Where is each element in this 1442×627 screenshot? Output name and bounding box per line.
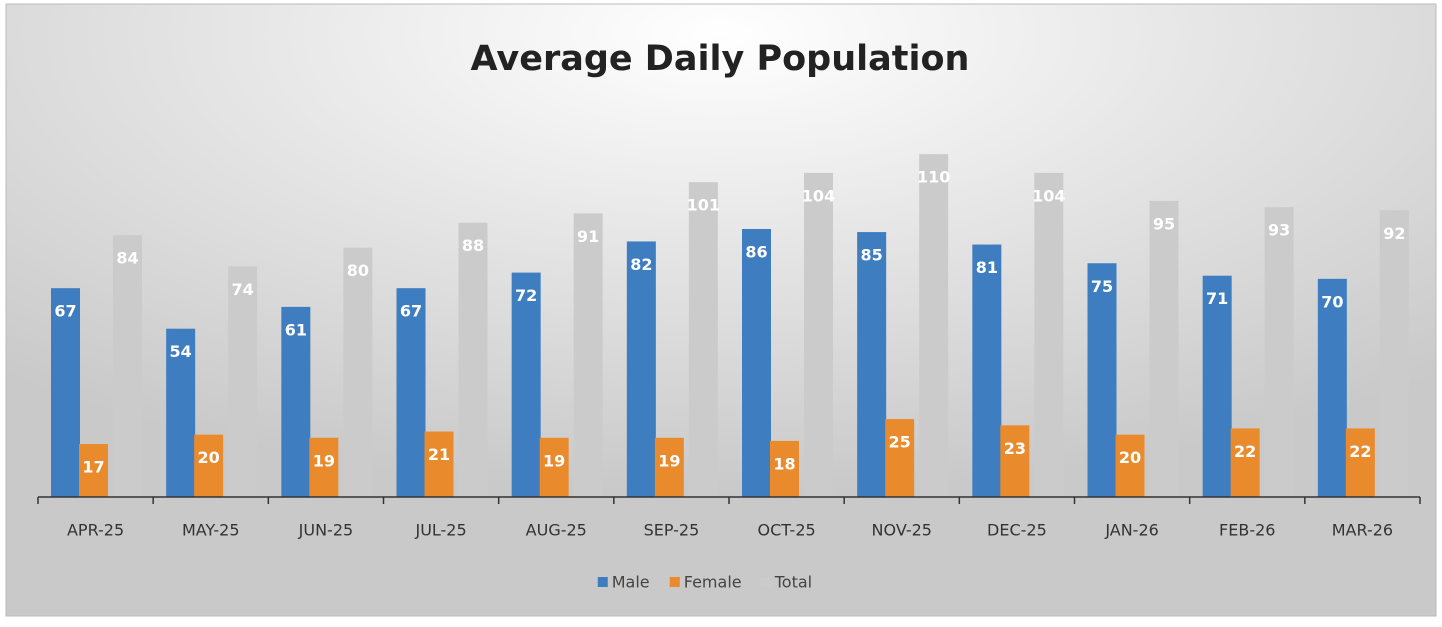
bar [1230,428,1260,497]
data-label: 101 [687,196,720,215]
data-label: 84 [116,249,138,268]
data-label: 17 [82,458,104,477]
bar [458,222,488,497]
bar [857,232,887,498]
x-tick-label: JUL-25 [414,521,466,540]
x-tick-label: NOV-25 [872,521,932,540]
x-tick-label: AUG-25 [526,521,587,540]
data-label: 20 [1119,448,1141,467]
data-label: 86 [745,242,767,261]
data-label: 67 [54,302,76,321]
data-label: 67 [400,302,422,321]
bar [573,213,603,497]
bar [1317,278,1347,497]
chart-title: Average Daily Population [471,39,970,79]
data-label: 88 [462,236,484,255]
bar [396,288,426,497]
data-label: 74 [232,280,254,299]
bar [1379,210,1409,497]
data-label: 75 [1091,277,1113,296]
bar [1000,425,1030,497]
legend-label: Male [612,573,650,592]
x-tick-label: DEC-25 [987,521,1047,540]
bar [281,306,311,497]
bar [424,431,454,497]
data-label: 85 [861,246,883,265]
data-label: 92 [1383,224,1405,243]
data-label: 22 [1234,442,1256,461]
x-tick-label: MAR-26 [1332,521,1393,540]
bar [1149,200,1179,497]
x-tick-label: MAY-25 [182,521,240,540]
legend-swatch [597,577,608,587]
data-label: 23 [1004,439,1026,458]
data-label: 18 [773,454,795,473]
data-label: 71 [1206,289,1228,308]
bar [511,272,541,497]
legend-label: Total [774,573,812,592]
x-tick-label: FEB-26 [1219,521,1275,540]
data-label: 25 [889,433,911,452]
data-label: 61 [285,320,307,339]
bar [1034,172,1064,497]
bar [688,182,718,497]
bar [113,235,142,497]
bar [972,244,1002,497]
x-tick-label: SEP-25 [644,521,700,540]
bar [626,241,656,497]
data-label: 20 [198,448,220,467]
legend-swatch [669,577,680,587]
bar [343,247,373,497]
data-label: 82 [630,255,652,274]
data-label: 95 [1153,214,1175,233]
data-label: 70 [1321,292,1343,311]
bar [228,266,258,497]
bar [79,444,108,497]
bar [654,437,684,497]
bar [1264,207,1294,497]
bar [1345,428,1375,497]
data-label: 110 [917,168,950,187]
bar [51,288,80,497]
bar [1115,434,1145,497]
data-label: 80 [347,261,369,280]
data-label: 104 [1032,186,1065,205]
data-label: 72 [515,286,537,305]
data-label: 22 [1349,442,1371,461]
bar [194,434,224,497]
bar [919,154,949,497]
bar [1087,263,1117,497]
data-label: 104 [802,186,835,205]
bar [539,437,569,497]
x-tick-label: OCT-25 [757,521,815,540]
data-label: 19 [543,451,565,470]
data-label: 19 [313,451,335,470]
x-tick-label: JUN-25 [298,521,354,540]
data-label: 91 [577,227,599,246]
bar [770,440,799,497]
bar [885,419,915,497]
data-label: 19 [658,451,680,470]
legend-swatch [760,577,771,587]
data-label: 81 [976,258,998,277]
bar [166,328,196,497]
x-tick-label: APR-25 [67,521,124,540]
data-label: 21 [428,445,450,464]
bar [309,437,339,497]
x-tick-label: JAN-26 [1104,521,1158,540]
legend-label: Female [684,573,742,592]
bar [1202,275,1232,497]
data-label: 54 [170,342,192,361]
bar [742,228,771,497]
bar [804,172,833,497]
data-label: 93 [1268,221,1290,240]
